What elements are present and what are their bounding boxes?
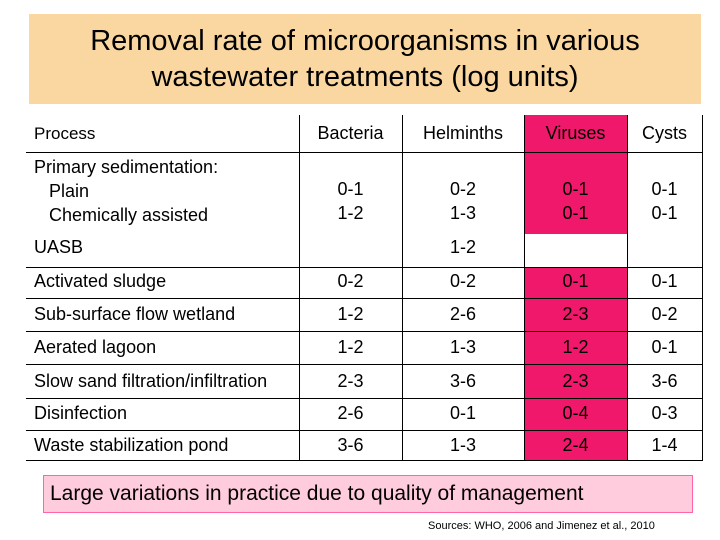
row-slow-sand-bacteria: 2-3 bbox=[337, 371, 364, 391]
row-stabilization-pond-process: Waste stabilization pond bbox=[34, 435, 229, 455]
row-aerated-lagoon-viruses: 1-2 bbox=[562, 337, 589, 357]
row-stabilization-pond-viruses: 2-4 bbox=[562, 435, 589, 455]
primary-chem-bacteria: 1-2 bbox=[337, 203, 364, 223]
row-slow-sand-process: Slow sand filtration/infiltration bbox=[34, 371, 268, 391]
row-activated-sludge-bacteria: 0-2 bbox=[337, 271, 364, 291]
primary-viruses: 0-1 0-1 bbox=[524, 177, 627, 225]
row-disinfection-viruses: 0-4 bbox=[562, 403, 589, 423]
primary-plain-label: Plain bbox=[49, 181, 90, 201]
row-disinfection-helminths: 0-1 bbox=[449, 403, 476, 423]
primary-plain-viruses: 0-1 bbox=[562, 179, 589, 199]
table-right-edge bbox=[702, 115, 703, 461]
management-note: Large variations in practice due to qual… bbox=[43, 475, 693, 513]
row-wetland-helminths: 2-6 bbox=[449, 304, 476, 324]
row-line-6 bbox=[26, 430, 703, 431]
header-helminths: Helminths bbox=[422, 123, 504, 143]
header-separator bbox=[26, 152, 703, 153]
primary-chem-helminths: 1-3 bbox=[449, 203, 476, 223]
row-activated-sludge-viruses: 0-1 bbox=[562, 271, 589, 291]
removal-rate-table: Process Bacteria Helminths Viruses Cysts… bbox=[26, 115, 703, 461]
row-activated-sludge-cysts: 0-1 bbox=[651, 271, 678, 291]
row-line-3 bbox=[26, 331, 703, 332]
row-activated-sludge-process: Activated sludge bbox=[34, 271, 167, 291]
row-line-2 bbox=[26, 298, 703, 299]
primary-plain-helminths: 0-2 bbox=[449, 179, 476, 199]
primary-cysts: 0-1 0-1 bbox=[627, 177, 702, 225]
row-aerated-lagoon-bacteria: 1-2 bbox=[337, 337, 364, 357]
row-aerated-lagoon-cysts: 0-1 bbox=[651, 337, 678, 357]
col-line-2 bbox=[402, 115, 403, 461]
row-line-5 bbox=[26, 398, 703, 399]
primary-plain-bacteria: 0-1 bbox=[337, 179, 364, 199]
row-stabilization-pond-cysts: 1-4 bbox=[651, 435, 678, 455]
uasb-helminths: 1-2 bbox=[449, 237, 476, 257]
row-wetland-viruses: 2-3 bbox=[562, 304, 589, 324]
row-line-uasb bbox=[26, 267, 703, 268]
header-viruses: Viruses bbox=[545, 123, 606, 143]
primary-chemically-assisted-label: Chemically assisted bbox=[49, 205, 209, 225]
title-line-1: Removal rate of microorganisms in variou… bbox=[90, 25, 640, 57]
primary-sedimentation-label: Primary sedimentation: Plain Chemically … bbox=[34, 155, 218, 227]
row-disinfection-process: Disinfection bbox=[34, 403, 128, 423]
row-activated-sludge-helminths: 0-2 bbox=[449, 271, 476, 291]
primary-bacteria: 0-1 1-2 bbox=[299, 177, 402, 225]
row-slow-sand-cysts: 3-6 bbox=[651, 371, 678, 391]
uasb-label: UASB bbox=[34, 237, 84, 257]
row-stabilization-pond-helminths: 1-3 bbox=[449, 435, 476, 455]
primary-chem-cysts: 0-1 bbox=[651, 203, 678, 223]
viruses-column-bg-header bbox=[524, 115, 627, 234]
slide-title: Removal rate of microorganisms in variou… bbox=[29, 14, 701, 104]
title-line-2: wastewater treatments (log units) bbox=[151, 61, 579, 93]
row-slow-sand-helminths: 3-6 bbox=[449, 371, 476, 391]
row-line-4 bbox=[26, 364, 703, 365]
row-wetland-bacteria: 1-2 bbox=[337, 304, 364, 324]
row-wetland-cysts: 0-2 bbox=[651, 304, 678, 324]
primary-sedimentation-title: Primary sedimentation: bbox=[34, 157, 219, 177]
primary-helminths: 0-2 1-3 bbox=[402, 177, 524, 225]
row-disinfection-cysts: 0-3 bbox=[651, 403, 678, 423]
row-slow-sand-viruses: 2-3 bbox=[562, 371, 589, 391]
header-bacteria: Bacteria bbox=[317, 123, 384, 143]
header-process: Process bbox=[34, 124, 96, 143]
primary-chem-viruses: 0-1 bbox=[562, 203, 589, 223]
row-stabilization-pond-bacteria: 3-6 bbox=[337, 435, 364, 455]
col-line-4 bbox=[627, 115, 628, 461]
row-wetland-process: Sub-surface flow wetland bbox=[34, 304, 236, 324]
primary-plain-cysts: 0-1 bbox=[651, 179, 678, 199]
row-aerated-lagoon-process: Aerated lagoon bbox=[34, 337, 157, 357]
row-aerated-lagoon-helminths: 1-3 bbox=[449, 337, 476, 357]
header-cysts: Cysts bbox=[642, 123, 687, 143]
col-line-1 bbox=[299, 115, 300, 461]
row-disinfection-bacteria: 2-6 bbox=[337, 403, 364, 423]
sources-citation: Sources: WHO, 2006 and Jimenez et al., 2… bbox=[428, 520, 655, 532]
table-bottom-edge bbox=[26, 460, 703, 461]
col-line-3 bbox=[524, 115, 525, 461]
